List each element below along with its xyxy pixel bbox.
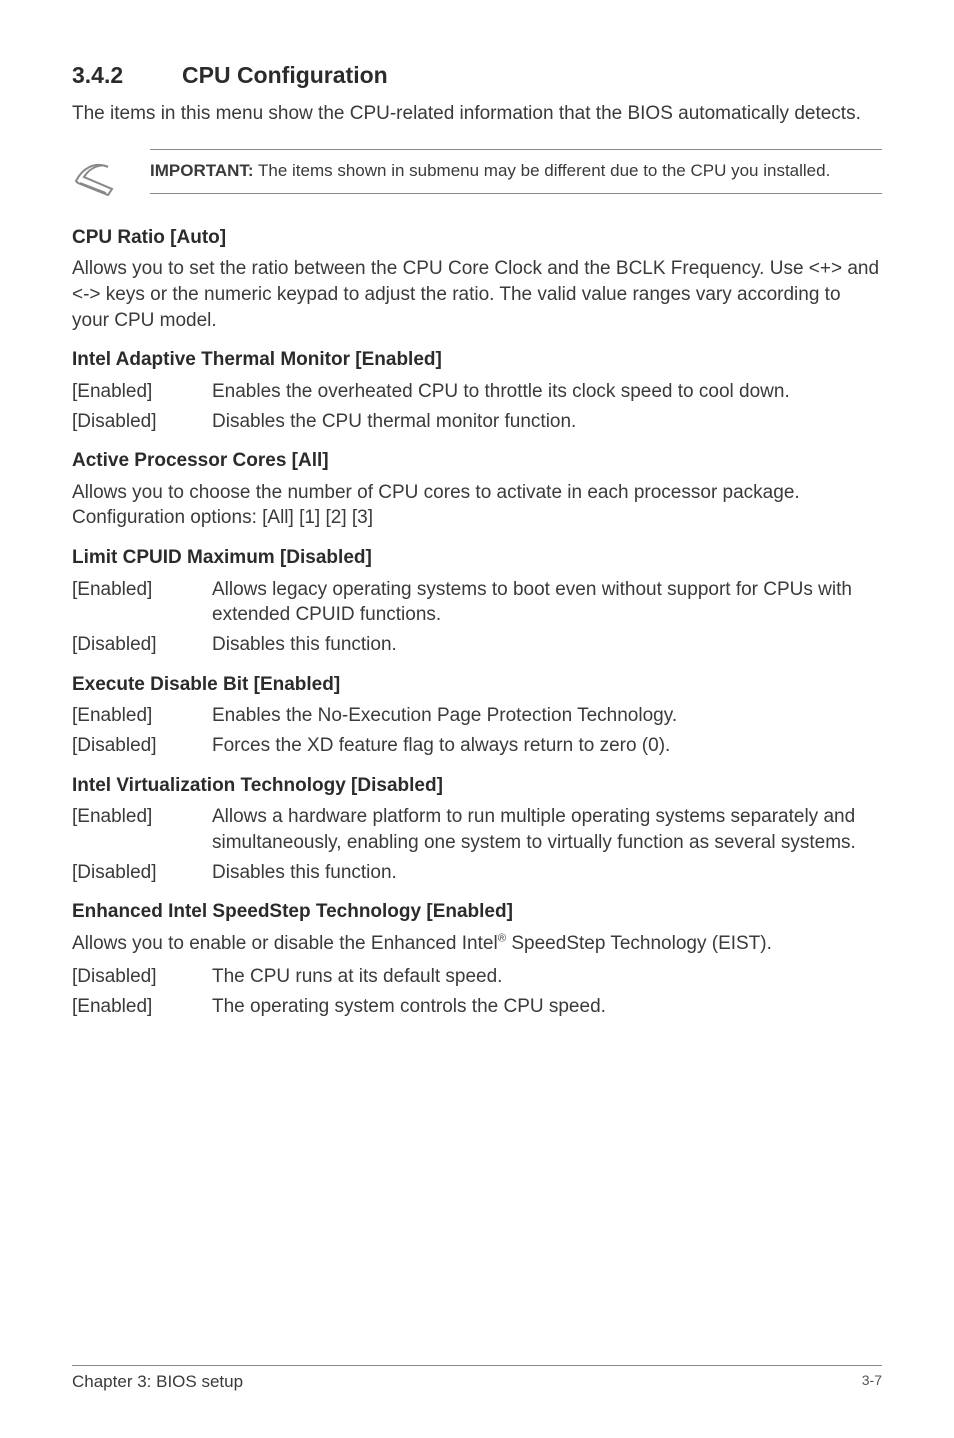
- option-row: [Enabled] Enables the No-Execution Page …: [72, 703, 882, 729]
- option-desc: The operating system controls the CPU sp…: [212, 994, 882, 1020]
- option-label: [Disabled]: [72, 409, 212, 435]
- section-intro: The items in this menu show the CPU-rela…: [72, 101, 882, 127]
- option-desc: Forces the XD feature flag to always ret…: [212, 733, 882, 759]
- option-label: [Enabled]: [72, 577, 212, 628]
- body-text: Allows you to set the ratio between the …: [72, 256, 882, 333]
- option-desc: Disables this function.: [212, 860, 882, 886]
- note-label: IMPORTANT:: [150, 161, 254, 180]
- option-desc: Disables the CPU thermal monitor functio…: [212, 409, 882, 435]
- option-row: [Disabled] Disables this function.: [72, 860, 882, 886]
- footer-page-number: 3-7: [862, 1372, 882, 1392]
- option-row: [Enabled] Allows legacy operating system…: [72, 577, 882, 628]
- option-label: [Disabled]: [72, 733, 212, 759]
- option-desc: Enables the overheated CPU to throttle i…: [212, 379, 882, 405]
- option-row: [Enabled] Enables the overheated CPU to …: [72, 379, 882, 405]
- important-note: IMPORTANT: The items shown in submenu ma…: [72, 149, 882, 201]
- option-row: [Enabled] The operating system controls …: [72, 994, 882, 1020]
- option-desc: Enables the No-Execution Page Protection…: [212, 703, 882, 729]
- section-title: CPU Configuration: [182, 62, 388, 88]
- option-desc: Allows legacy operating systems to boot …: [212, 577, 882, 628]
- option-row: [Disabled] Disables the CPU thermal moni…: [72, 409, 882, 435]
- option-row: [Disabled] Forces the XD feature flag to…: [72, 733, 882, 759]
- option-desc: The CPU runs at its default speed.: [212, 964, 882, 990]
- option-row: [Enabled] Allows a hardware platform to …: [72, 804, 882, 855]
- option-label: [Enabled]: [72, 804, 212, 855]
- note-text: IMPORTANT: The items shown in submenu ma…: [150, 149, 882, 194]
- subheading: Limit CPUID Maximum [Disabled]: [72, 545, 882, 571]
- subheading: Execute Disable Bit [Enabled]: [72, 672, 882, 698]
- section-number: 3.4.2: [72, 60, 182, 91]
- option-label: [Enabled]: [72, 379, 212, 405]
- option-label: [Disabled]: [72, 632, 212, 658]
- subheading: Enhanced Intel SpeedStep Technology [Ena…: [72, 899, 882, 925]
- section-heading: 3.4.2CPU Configuration: [72, 60, 882, 91]
- option-label: [Enabled]: [72, 994, 212, 1020]
- option-row: [Disabled] The CPU runs at its default s…: [72, 964, 882, 990]
- body-text: Allows you to enable or disable the Enha…: [72, 931, 882, 957]
- option-desc: Disables this function.: [212, 632, 882, 658]
- note-icon: [72, 153, 120, 201]
- subheading: Intel Virtualization Technology [Disable…: [72, 773, 882, 799]
- body-text: Allows you to choose the number of CPU c…: [72, 480, 882, 531]
- option-label: [Disabled]: [72, 860, 212, 886]
- footer-chapter: Chapter 3: BIOS setup: [72, 1372, 243, 1392]
- note-body: The items shown in submenu may be differ…: [254, 161, 831, 180]
- page-content: 3.4.2CPU Configuration The items in this…: [72, 60, 882, 1020]
- subheading: Intel Adaptive Thermal Monitor [Enabled]: [72, 347, 882, 373]
- option-label: [Enabled]: [72, 703, 212, 729]
- option-label: [Disabled]: [72, 964, 212, 990]
- option-row: [Disabled] Disables this function.: [72, 632, 882, 658]
- option-desc: Allows a hardware platform to run multip…: [212, 804, 882, 855]
- subheading: Active Processor Cores [All]: [72, 448, 882, 474]
- page-footer: Chapter 3: BIOS setup 3-7: [72, 1365, 882, 1392]
- subheading: CPU Ratio [Auto]: [72, 225, 882, 251]
